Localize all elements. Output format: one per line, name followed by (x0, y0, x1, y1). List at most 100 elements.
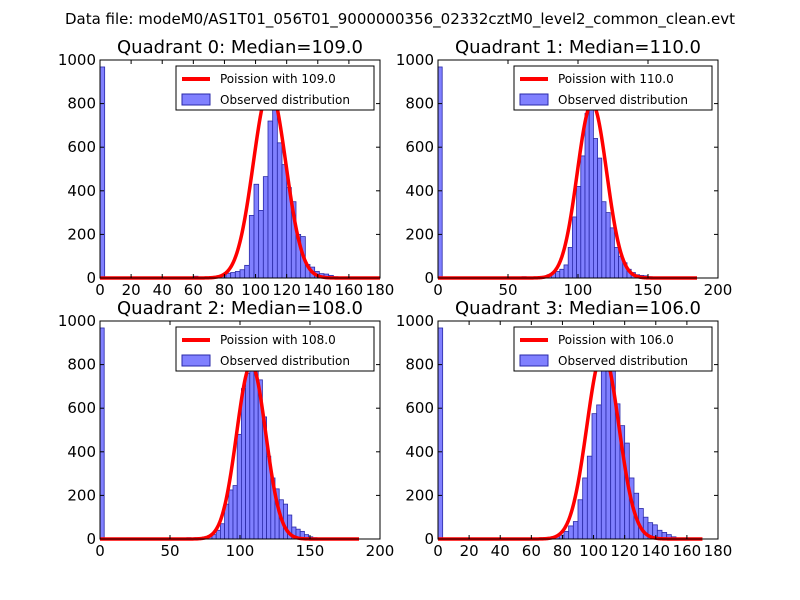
histogram-bar (563, 264, 569, 279)
x-tick-label: 40 (153, 281, 172, 299)
x-tick-label: 100 (226, 542, 255, 560)
histogram-bar (437, 327, 444, 540)
y-tick-label: 200 (67, 486, 96, 504)
histogram-bar (577, 499, 584, 540)
legend-hist-label: Observed distribution (558, 93, 688, 107)
x-tick-label: 20 (122, 281, 141, 299)
histogram-bar (276, 142, 283, 279)
x-tick-label: 80 (215, 281, 234, 299)
x-tick-label: 150 (634, 281, 663, 299)
axis-ticks: 0 50 100 150 200 0 200 400 600 800 1000 (58, 312, 395, 560)
axes-frame (99, 59, 381, 279)
legend-hist-swatch (519, 93, 549, 106)
histogram-bar (244, 264, 250, 279)
x-tick-label: 200 (366, 542, 395, 560)
axis-ticks: 0 50 100 150 200 0 200 400 600 800 1000 (396, 51, 733, 299)
x-tick-label: 180 (366, 281, 395, 299)
histogram-bar (249, 366, 255, 540)
histogram-bar (281, 164, 288, 279)
histogram-bar (253, 368, 259, 540)
x-tick-label: 160 (673, 542, 702, 560)
histogram-bar (248, 215, 255, 279)
y-tick-label: 0 (86, 269, 96, 287)
legend-hist-swatch (181, 354, 211, 367)
x-tick-label: 120 (610, 542, 639, 560)
subplot-title: Quadrant 3: Median=106.0 (455, 298, 701, 319)
subplot-quadrant-2: Quadrant 2: Median=108.0 0 50 100 150 200 0 20… (58, 298, 395, 560)
histogram-bar (228, 489, 234, 540)
x-tick-label: 50 (498, 281, 517, 299)
x-tick-label: 200 (704, 281, 733, 299)
histogram-bar (232, 485, 238, 540)
histogram-bar (576, 186, 582, 279)
legend-fit-label: Poission with 109.0 (220, 72, 336, 86)
histogram-bar (605, 212, 611, 279)
x-tick-label: 100 (579, 542, 608, 560)
y-tick-label: 400 (405, 443, 434, 461)
legend-hist-label: Observed distribution (558, 354, 688, 368)
histogram-bar (572, 521, 579, 540)
histogram-bar (613, 247, 619, 279)
y-tick-label: 200 (405, 225, 434, 243)
subplot-quadrant-0: Quadrant 0: Median=109.0 0 20 40 60 80 100 120… (58, 37, 395, 299)
histogram-bar (588, 107, 594, 279)
x-tick-label: 20 (460, 542, 479, 560)
histogram-bar (568, 525, 574, 540)
y-tick-label: 600 (405, 138, 434, 156)
y-tick-label: 0 (424, 269, 434, 287)
y-tick-label: 800 (405, 95, 434, 113)
legend-hist-swatch (519, 354, 549, 367)
x-tick-label: 50 (160, 542, 179, 560)
histogram-bar (234, 271, 241, 279)
histogram-bar (600, 365, 607, 540)
x-tick-label: 60 (184, 281, 203, 299)
x-tick-label: 100 (241, 281, 270, 299)
histogram-bar (586, 455, 593, 540)
histogram-bar (605, 352, 612, 540)
legend-hist-label: Observed distribution (220, 354, 350, 368)
subplot-title: Quadrant 1: Median=110.0 (455, 37, 701, 58)
histogram-bar (571, 216, 577, 279)
histogram-bar (437, 66, 443, 279)
y-tick-label: 600 (67, 138, 96, 156)
histogram-bar (563, 530, 570, 540)
x-tick-label: 0 (95, 281, 105, 299)
histogram-bar (567, 247, 573, 279)
histogram-bar (220, 523, 226, 540)
subplot-quadrant-1: Quadrant 1: Median=110.0 0 50 100 150 200 0 20… (396, 37, 733, 299)
histogram-bar (236, 433, 242, 540)
x-tick-label: 0 (95, 542, 105, 560)
legend: Poission with 106.0 Observed distributio… (513, 326, 713, 372)
x-tick-label: 150 (296, 542, 325, 560)
x-tick-label: 100 (564, 281, 593, 299)
histogram-bar (99, 66, 106, 279)
y-tick-label: 0 (424, 530, 434, 548)
histogram-bar (591, 413, 598, 540)
y-tick-label: 600 (67, 399, 96, 417)
subplot-title: Quadrant 2: Median=108.0 (117, 298, 363, 319)
histogram-bar (609, 227, 615, 279)
y-tick-label: 0 (86, 530, 96, 548)
y-tick-label: 800 (67, 356, 96, 374)
y-tick-label: 800 (405, 356, 434, 374)
y-tick-label: 400 (405, 182, 434, 200)
histogram-bar (592, 138, 598, 279)
legend: Poission with 110.0 Observed distributio… (513, 65, 713, 111)
histogram-bar (258, 210, 264, 279)
histogram-bar (240, 388, 246, 540)
y-tick-label: 1000 (58, 312, 96, 330)
y-tick-label: 1000 (58, 51, 96, 69)
x-tick-label: 120 (272, 281, 301, 299)
axis-ticks: 0 20 40 60 80 100 120 140 160 180 0 200 400 600 800 100… (396, 312, 733, 560)
histogram-bar (582, 477, 588, 540)
y-tick-label: 800 (67, 95, 96, 113)
histogram-bar (230, 272, 236, 279)
y-tick-label: 1000 (396, 51, 434, 69)
histogram-bars (437, 66, 653, 279)
histogram-bar (245, 372, 251, 540)
histogram-bar (601, 201, 607, 279)
x-tick-label: 80 (553, 542, 572, 560)
axes-frame (437, 320, 719, 540)
histogram-bar (584, 113, 590, 279)
